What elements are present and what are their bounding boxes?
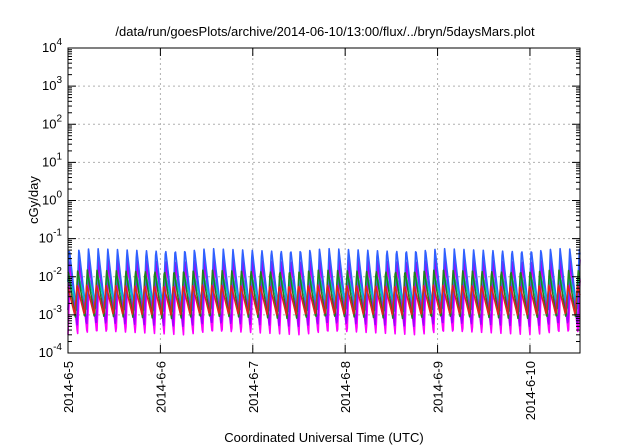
y-tick-label: 10-4 — [39, 342, 63, 360]
y-tick-label: 10-3 — [39, 304, 63, 322]
y-tick-base: 10 — [39, 231, 53, 246]
y-tick-label: 103 — [42, 75, 62, 93]
series-line-5 — [67, 284, 581, 316]
y-tick-base: 10 — [39, 269, 53, 284]
x-axis-ticks: 2014-6-5 2014-6-6 2014-6-7 2014-6-8 2014-6-9… — [61, 48, 538, 420]
grid-lines — [68, 48, 580, 353]
y-axis-label: cGy/day — [26, 176, 41, 224]
y-tick-exponent: 1 — [56, 151, 62, 162]
x-axis-label: Coordinated Universal Time (UTC) — [224, 430, 423, 445]
y-tick-label: 10-2 — [39, 266, 63, 284]
y-tick-exponent: -4 — [53, 342, 62, 353]
x-tick-label: 2014-6-8 — [338, 361, 353, 413]
x-tick-label: 2014-6-7 — [246, 361, 261, 413]
y-tick-label: 102 — [42, 113, 62, 131]
y-tick-exponent: 0 — [56, 190, 62, 201]
chart-title: /data/run/goesPlots/archive/2014-06-10/1… — [115, 24, 535, 39]
x-tick-label: 2014-6-5 — [61, 361, 76, 413]
y-tick-label: 10-1 — [39, 228, 63, 246]
y-tick-label: 104 — [42, 37, 62, 55]
y-tick-base: 10 — [39, 345, 53, 360]
y-tick-exponent: 4 — [56, 37, 62, 48]
x-tick-label: 2014-6-9 — [431, 361, 446, 413]
x-tick-label: 2014-6-6 — [153, 361, 168, 413]
y-tick-exponent: -2 — [53, 266, 62, 277]
y-tick-base: 10 — [42, 116, 56, 131]
y-tick-base: 10 — [39, 307, 53, 322]
y-tick-exponent: 2 — [56, 113, 62, 124]
y-tick-base: 10 — [42, 193, 56, 208]
y-tick-base: 10 — [42, 154, 56, 169]
y-tick-label: 101 — [42, 151, 62, 169]
data-series — [67, 247, 581, 336]
y-tick-exponent: -3 — [53, 304, 62, 315]
y-tick-exponent: 3 — [56, 75, 62, 86]
y-tick-label: 100 — [42, 190, 62, 208]
y-tick-exponent: -1 — [53, 228, 62, 239]
y-tick-base: 10 — [42, 40, 56, 55]
x-tick-label: 2014-6-10 — [523, 361, 538, 420]
y-tick-base: 10 — [42, 78, 56, 93]
